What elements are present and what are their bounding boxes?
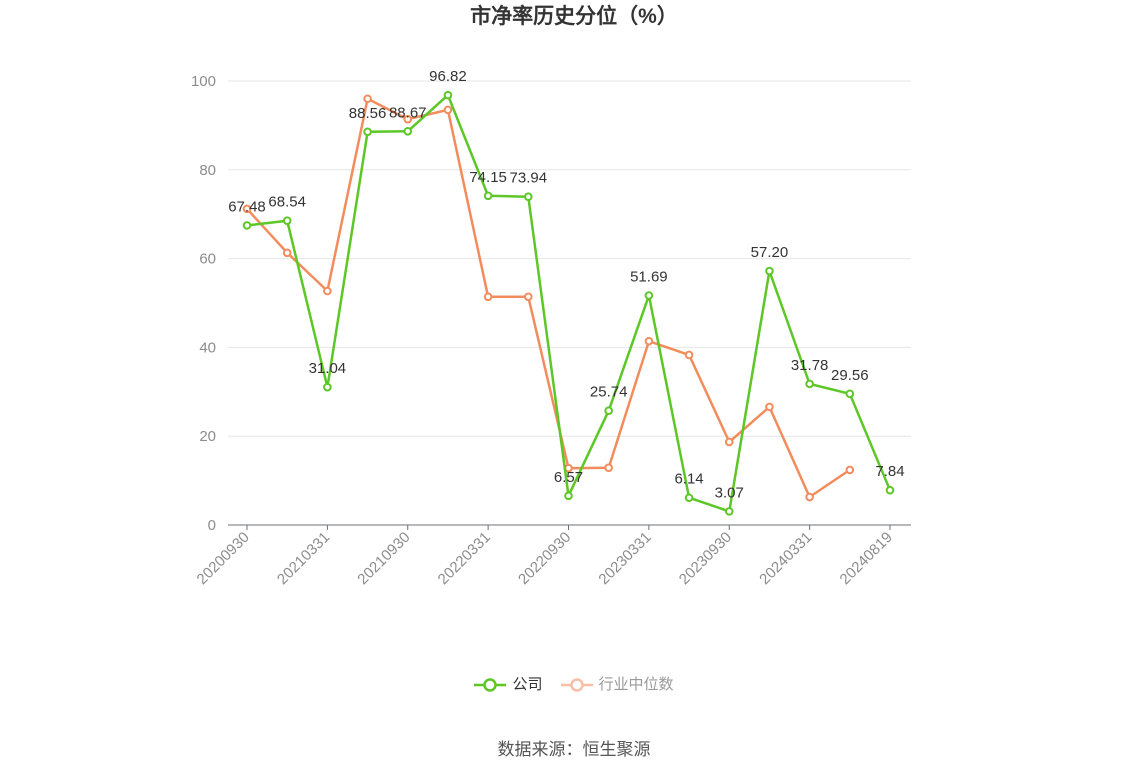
data-point-0 <box>323 382 332 392</box>
data-point-0 <box>724 507 734 516</box>
data-label: 96.82 <box>429 68 467 85</box>
data-label: 6.57 <box>554 469 583 486</box>
legend-line-circle-icon <box>560 678 593 692</box>
data-point-0 <box>805 379 814 389</box>
data-label: 7.84 <box>875 463 904 480</box>
x-tick-label: 20200930 <box>194 529 253 588</box>
data-point-0 <box>765 266 774 276</box>
data-label: 51.69 <box>630 268 668 285</box>
data-label: 88.67 <box>389 104 427 121</box>
data-label: 73.94 <box>510 170 548 187</box>
data-label: 74.15 <box>469 169 507 186</box>
data-point-0 <box>885 485 895 495</box>
data-point-1 <box>524 292 533 302</box>
legend-item-industry-median[interactable]: 行业中位数 <box>560 674 674 696</box>
x-tick-label: 20220331 <box>435 529 494 588</box>
data-label: 88.56 <box>349 105 387 122</box>
x-tick-label: 20210930 <box>354 529 413 588</box>
data-point-1 <box>684 350 694 360</box>
chart-title: 市净率历史分位（%） <box>470 5 678 28</box>
data-point-0 <box>684 493 694 503</box>
data-label: 68.54 <box>268 194 306 211</box>
x-tick-label: 20240331 <box>756 529 815 588</box>
data-point-1 <box>805 492 814 502</box>
data-point-0 <box>524 192 533 202</box>
data-point-0 <box>242 221 252 230</box>
data-point-0 <box>483 191 493 201</box>
y-tick-label: 100 <box>191 73 216 90</box>
data-label: 31.04 <box>309 360 347 377</box>
data-label: 31.78 <box>791 357 829 374</box>
x-tick-label: 20240819 <box>837 529 896 588</box>
y-tick-label: 40 <box>199 339 216 356</box>
data-point-1 <box>363 94 372 104</box>
x-tick-label: 20230930 <box>676 529 735 588</box>
data-point-1 <box>724 437 734 447</box>
legend: 公司 行业中位数 <box>0 674 1148 696</box>
legend-item-company[interactable]: 公司 <box>474 674 543 696</box>
data-label: 3.07 <box>715 484 744 501</box>
data-point-1 <box>604 463 613 473</box>
data-point-0 <box>443 90 453 100</box>
data-point-1 <box>282 248 292 258</box>
data-point-0 <box>403 127 413 136</box>
data-point-1 <box>644 336 654 346</box>
data-label: 57.20 <box>751 244 789 261</box>
x-tick-label: 20230331 <box>595 529 654 588</box>
data-point-0 <box>282 216 292 225</box>
data-point-0 <box>363 127 372 137</box>
data-point-0 <box>564 491 573 501</box>
data-point-1 <box>323 286 332 296</box>
data-point-1 <box>845 465 855 475</box>
x-tick-label: 20220930 <box>515 529 574 588</box>
data-point-1 <box>242 204 252 214</box>
legend-label-industry-median: 行业中位数 <box>598 676 674 693</box>
data-label: 29.56 <box>831 367 869 384</box>
y-tick-label: 80 <box>199 162 216 179</box>
series-line-1 <box>246 97 851 499</box>
data-point-0 <box>845 389 855 399</box>
legend-label-company: 公司 <box>512 676 543 693</box>
y-tick-label: 60 <box>199 251 216 268</box>
legend-line-circle-icon <box>474 678 507 692</box>
y-tick-label: 20 <box>199 428 216 445</box>
data-point-1 <box>443 105 453 115</box>
data-point-0 <box>604 406 613 416</box>
y-tick-label: 0 <box>208 517 216 534</box>
data-point-1 <box>483 292 493 302</box>
data-label: 67.48 <box>228 198 266 215</box>
data-label: 25.74 <box>590 384 628 401</box>
data-point-1 <box>765 402 774 412</box>
data-point-0 <box>644 291 654 300</box>
data-source-note: 数据来源：恒生聚源 <box>497 740 651 759</box>
x-tick-label: 20210331 <box>274 529 333 588</box>
data-point-1 <box>403 114 413 124</box>
data-label: 6.14 <box>674 471 703 488</box>
series-line-0 <box>246 93 892 513</box>
